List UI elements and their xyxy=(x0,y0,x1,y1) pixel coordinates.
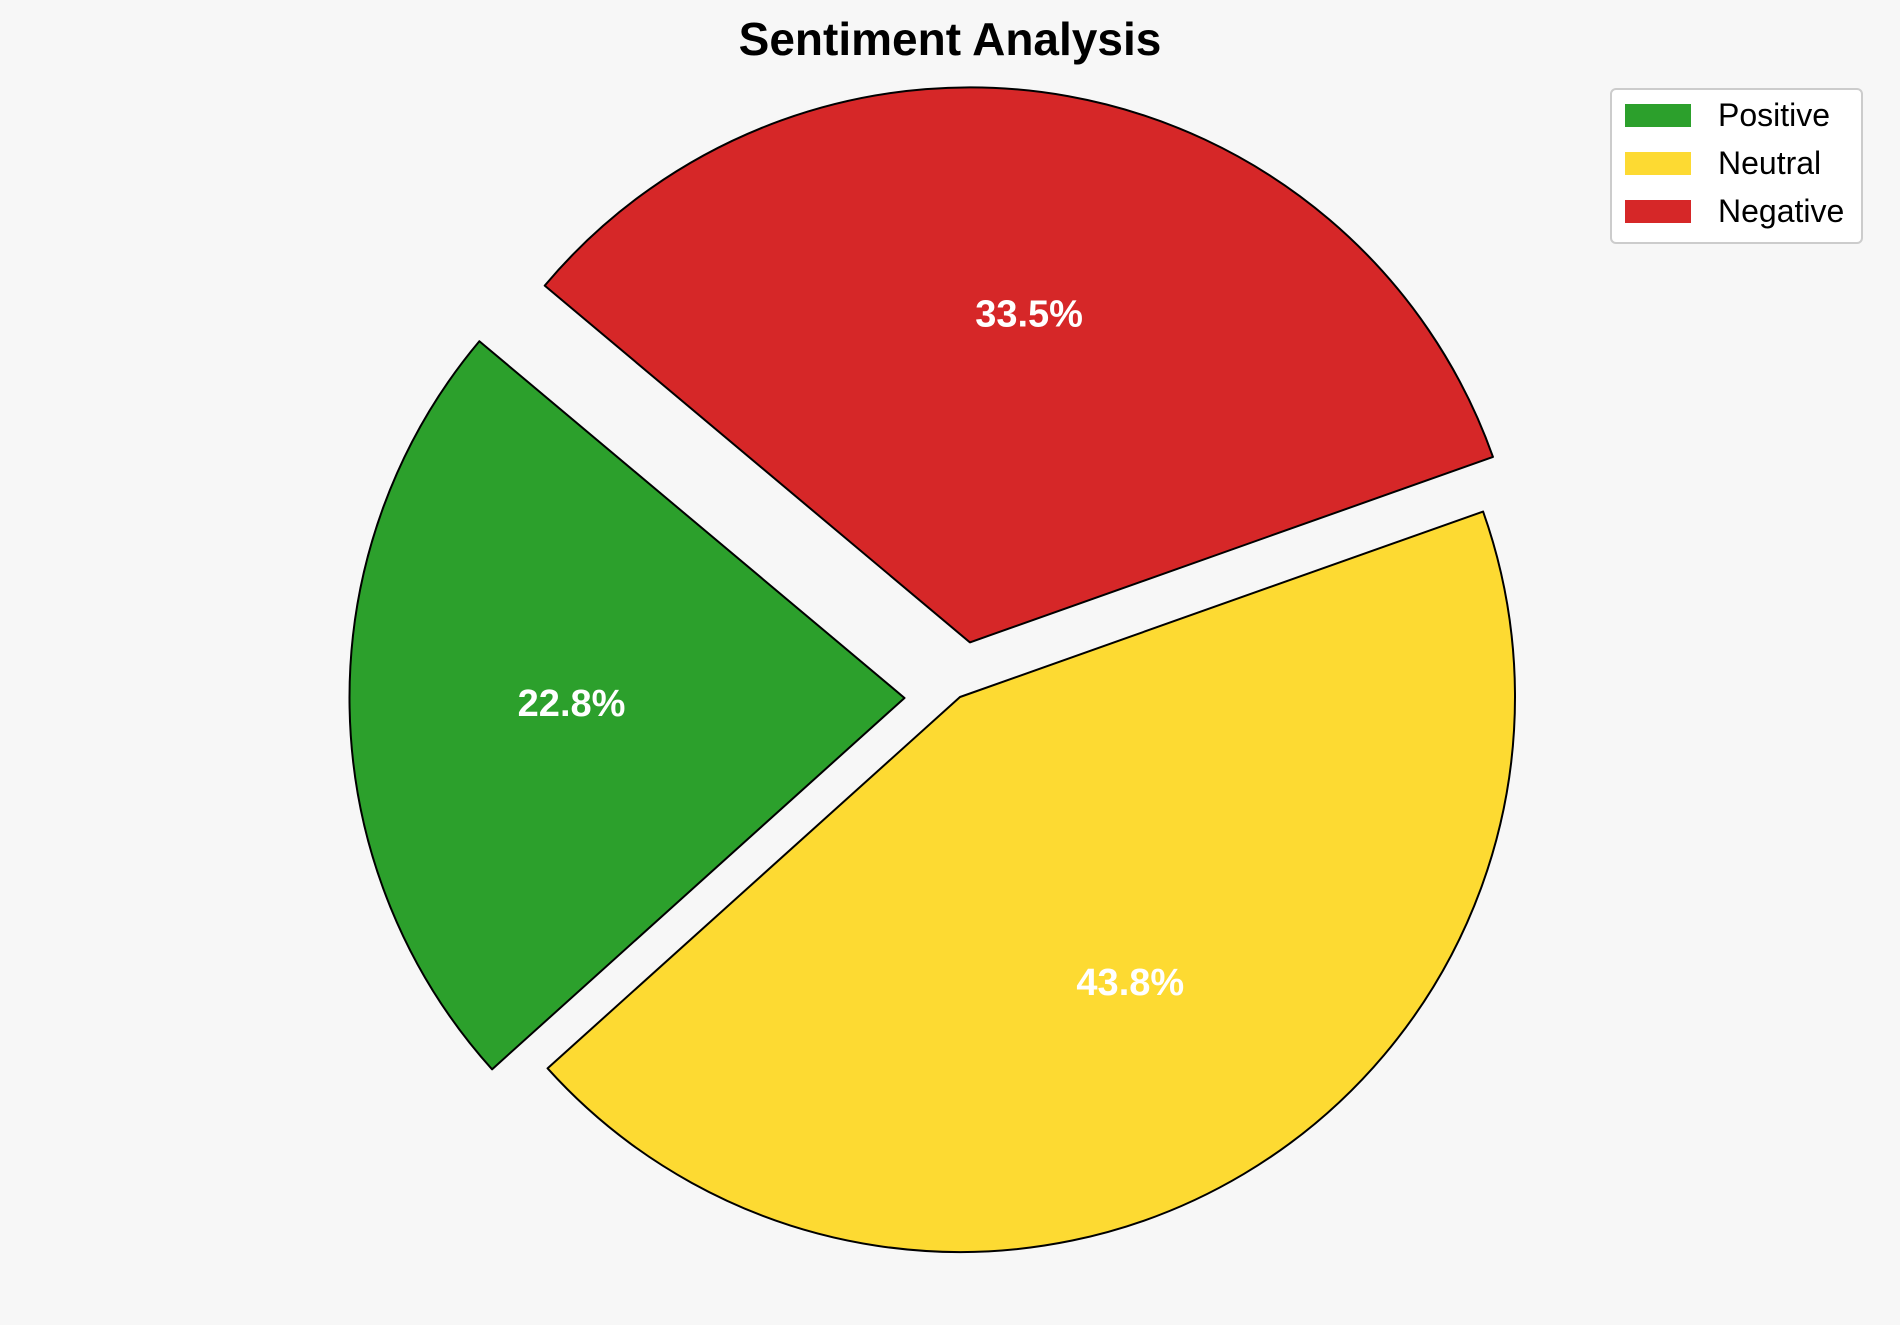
legend-label-neutral: Neutral xyxy=(1718,145,1821,181)
legend-swatch-positive xyxy=(1625,104,1691,127)
chart-legend: Positive Neutral Negative xyxy=(1610,88,1863,244)
pie-slice-labels: 22.8% 43.8% 33.5% xyxy=(518,294,1184,1004)
pie-slice-neutral xyxy=(546,510,1516,1253)
slice-label-negative: 33.5% xyxy=(975,294,1083,336)
chart-title: Sentiment Analysis xyxy=(739,13,1162,65)
legend-label-positive: Positive xyxy=(1718,97,1830,133)
pie-slice-negative xyxy=(543,86,1494,644)
pie-slice-positive xyxy=(348,340,906,1071)
pie-slices xyxy=(348,86,1516,1253)
slice-label-positive: 22.8% xyxy=(518,683,626,725)
slice-label-neutral: 43.8% xyxy=(1076,962,1184,1004)
legend-swatch-negative xyxy=(1625,200,1691,223)
legend-label-negative: Negative xyxy=(1718,193,1844,229)
legend-swatch-neutral xyxy=(1625,152,1691,175)
legend-entries: Positive Neutral Negative xyxy=(1625,97,1844,229)
